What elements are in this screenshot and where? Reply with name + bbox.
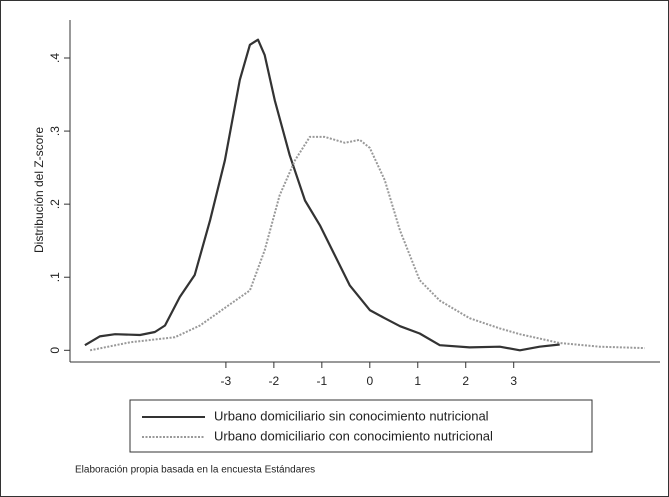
y-tick-label: .3: [48, 126, 62, 136]
y-tick-label: .2: [48, 199, 62, 209]
x-tick-label: 0: [366, 374, 373, 388]
x-tick-label: 2: [462, 374, 469, 388]
legend-label: Urbano domiciliario sin conocimiento nut…: [214, 408, 489, 423]
legend-label: Urbano domiciliario con conocimiento nut…: [214, 428, 493, 443]
x-tick-label: -2: [269, 374, 280, 388]
x-tick-label: -3: [221, 374, 232, 388]
y-tick-label: 0: [48, 347, 62, 354]
x-tick-label: 3: [510, 374, 517, 388]
legend: [129, 399, 593, 453]
y-axis-label: Distribución del Z-score: [32, 127, 46, 253]
y-tick-label: .1: [48, 272, 62, 282]
density-line: [89, 135, 645, 352]
x-tick-label: -1: [316, 374, 327, 388]
density-line: [84, 38, 560, 352]
note: Elaboración propia basada en la encuesta…: [75, 465, 315, 476]
x-tick-label: 1: [414, 374, 421, 388]
y-tick-label: .4: [48, 53, 62, 63]
